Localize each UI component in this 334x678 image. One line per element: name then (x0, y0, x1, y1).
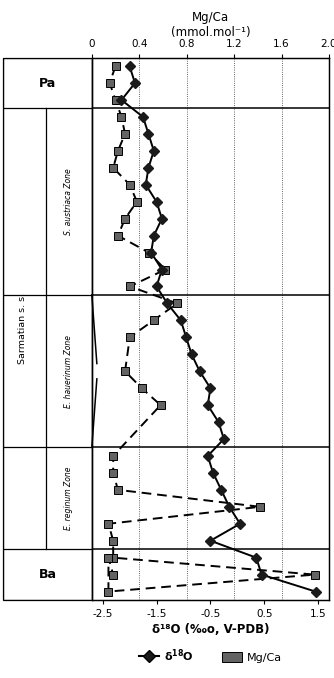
Legend: $\mathbf{\delta^{18}O}$, Mg/Ca: $\mathbf{\delta^{18}O}$, Mg/Ca (134, 643, 287, 669)
Text: E. hauerinum Zone: E. hauerinum Zone (64, 335, 73, 407)
Text: E. reginum Zone: E. reginum Zone (64, 466, 73, 530)
Text: Sarmatian s. s.: Sarmatian s. s. (18, 294, 27, 364)
X-axis label: Mg/Ca
(mmol.mol⁻¹): Mg/Ca (mmol.mol⁻¹) (171, 11, 250, 39)
Text: Pa: Pa (39, 77, 56, 89)
Text: Ba: Ba (39, 568, 56, 581)
X-axis label: δ¹⁸O (‰o, V-PDB): δ¹⁸O (‰o, V-PDB) (152, 623, 269, 636)
Text: S. austriaca Zone: S. austriaca Zone (64, 168, 73, 235)
